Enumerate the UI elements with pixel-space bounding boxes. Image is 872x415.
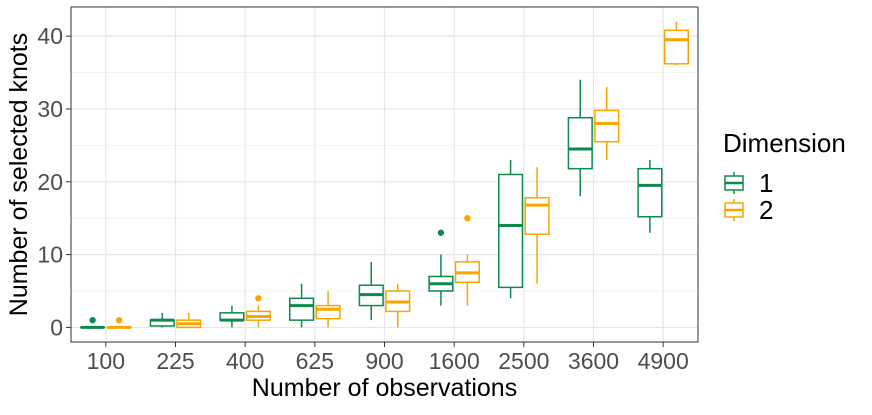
x-axis-title: Number of observations: [252, 374, 517, 402]
y-axis-title: Number of selected knots: [5, 33, 33, 316]
box-iqr: [525, 198, 549, 234]
x-tick-label: 225: [156, 348, 194, 374]
box-outlier: [89, 317, 95, 323]
box-iqr: [638, 169, 662, 217]
x-tick-label: 1600: [429, 348, 480, 374]
legend-title: Dimension: [723, 128, 846, 158]
y-tick-label: 30: [37, 96, 63, 122]
x-tick-label: 100: [87, 348, 125, 374]
x-tick-label: 400: [226, 348, 264, 374]
box-outlier: [255, 295, 261, 301]
y-tick-label: 40: [37, 23, 63, 49]
legend-label: 2: [759, 195, 773, 225]
box-outlier: [464, 215, 470, 221]
box-outlier: [438, 230, 444, 236]
box-iqr: [568, 118, 592, 169]
y-tick-label: 20: [37, 169, 63, 195]
box-outlier: [116, 317, 122, 323]
x-tick-label: 900: [365, 348, 403, 374]
legend-label: 1: [759, 168, 773, 198]
box-iqr: [290, 298, 314, 320]
x-tick-label: 2500: [498, 348, 549, 374]
x-tick-label: 4900: [638, 348, 689, 374]
box-iqr: [665, 30, 689, 64]
x-tick-label: 3600: [568, 348, 619, 374]
y-tick-label: 0: [50, 314, 63, 340]
box-iqr: [499, 175, 523, 288]
box-1-2500: [499, 160, 523, 298]
box-iqr: [595, 110, 619, 141]
x-tick-label: 625: [296, 348, 334, 374]
y-tick-label: 10: [37, 242, 63, 268]
box-iqr: [316, 306, 340, 319]
